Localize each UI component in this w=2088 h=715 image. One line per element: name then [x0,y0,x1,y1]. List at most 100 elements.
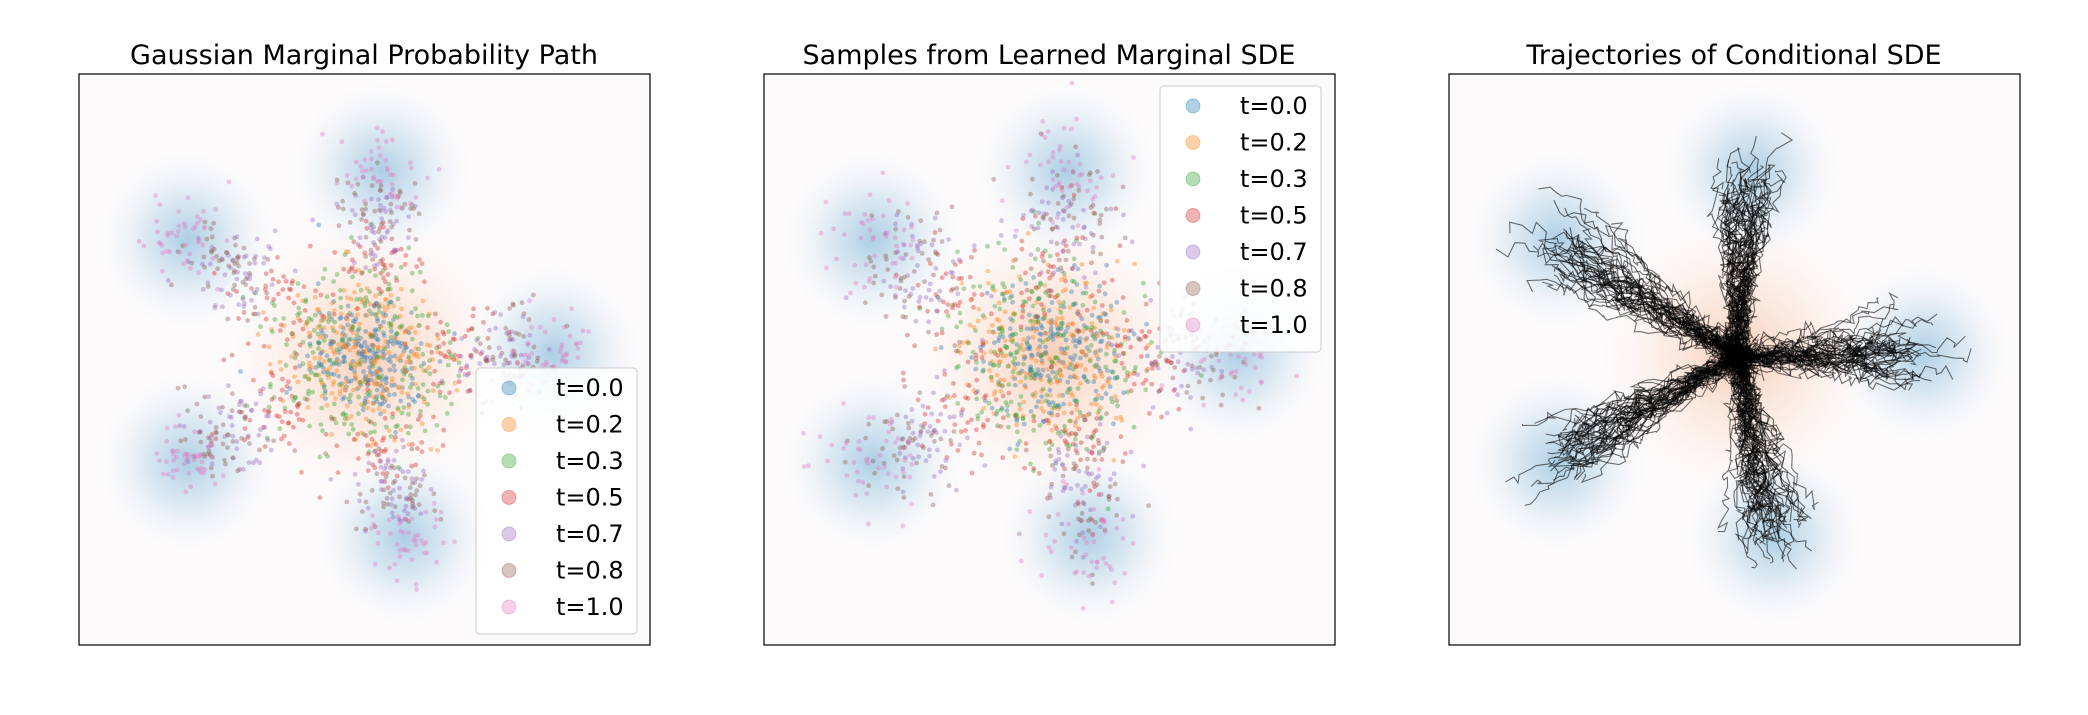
point [387,299,393,305]
point [1101,518,1107,524]
point [944,393,950,398]
point [372,379,377,385]
point [1060,288,1066,294]
point [895,486,901,491]
point [374,452,380,458]
point [234,234,240,240]
point [292,448,298,454]
point [342,252,348,257]
point [354,297,359,302]
point [1259,355,1264,360]
point [1073,463,1079,469]
point [392,504,398,510]
point [175,448,180,454]
point [379,353,385,359]
point [893,295,898,300]
point [198,429,203,435]
point [1055,406,1061,412]
point [1031,414,1037,419]
point [1096,473,1101,479]
point [903,414,909,420]
point [317,495,323,500]
point [437,393,443,399]
point [355,350,361,355]
point [956,276,962,281]
point [933,251,939,256]
point [932,215,938,221]
point [253,457,259,463]
point [1108,307,1114,313]
point [434,332,440,337]
point [969,417,974,423]
point [464,372,470,378]
point [841,401,846,406]
point [446,349,452,354]
point [922,421,928,426]
point [410,397,415,402]
point [1228,371,1234,377]
point [356,267,361,273]
point [1053,458,1059,464]
point [348,365,354,371]
point [365,382,371,388]
point [237,399,243,404]
point [922,411,928,417]
point [1042,330,1048,336]
point [1035,352,1041,357]
point [357,235,363,241]
point [1060,333,1066,338]
legend-marker [1185,317,1201,333]
point [418,408,423,414]
point [398,246,404,252]
point [1037,351,1043,356]
point [955,448,961,453]
point [1049,359,1055,364]
point [440,329,446,335]
point [408,385,413,390]
point [1067,401,1073,407]
point [1064,482,1070,487]
point [331,349,336,354]
point [1048,329,1054,334]
point [304,319,310,325]
point [388,335,394,340]
point [385,459,391,465]
point [977,284,983,289]
point [856,438,862,444]
point [1200,395,1205,401]
point [1083,552,1089,557]
point [266,344,272,350]
point [1199,373,1204,378]
point [1048,364,1054,370]
point [375,348,381,354]
point [363,234,369,240]
point [387,191,393,197]
point [345,180,351,186]
point [333,396,338,401]
point [407,227,412,233]
point [958,350,964,355]
point [1010,339,1016,345]
point [389,328,394,334]
point [1021,353,1026,359]
point [1157,388,1162,394]
point [1086,528,1092,533]
legend-marker [1185,281,1201,296]
point [1094,353,1100,358]
point [1138,354,1144,359]
point [141,243,147,249]
point [385,357,391,363]
point [1034,285,1039,291]
point [1069,126,1074,132]
point [388,322,394,327]
point [372,449,377,455]
point [1047,402,1052,408]
point [1243,362,1249,367]
point [982,463,988,468]
point [567,333,573,339]
point [159,268,165,274]
point [991,330,997,335]
point [1040,352,1046,357]
point [1032,213,1038,219]
point [1094,482,1100,488]
